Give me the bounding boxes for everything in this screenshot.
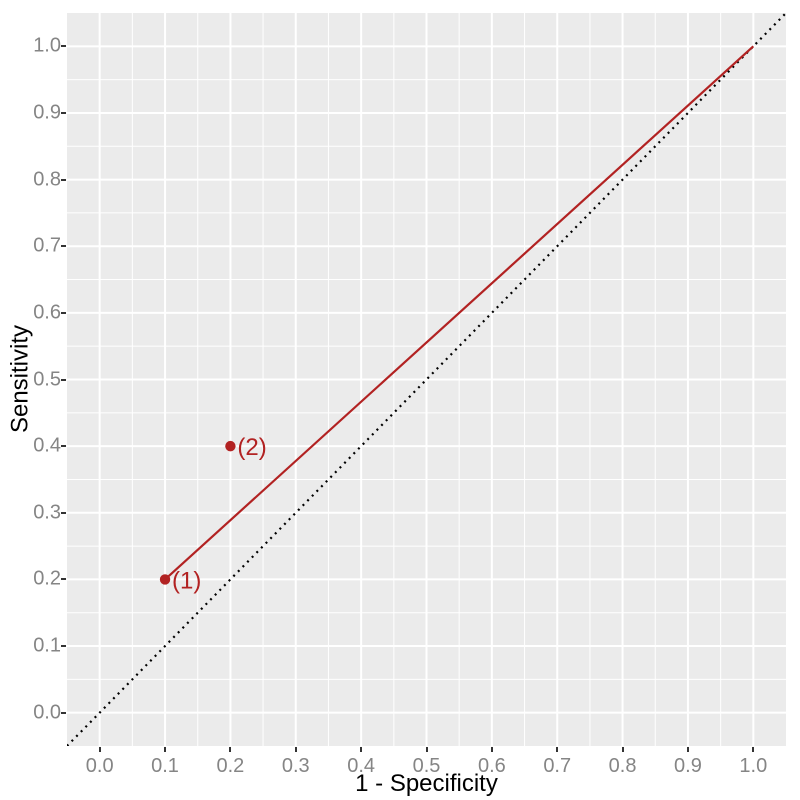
x-tick-label: 0.2 — [216, 755, 245, 777]
x-tick-mark — [98, 747, 101, 752]
data-point — [159, 574, 171, 585]
x-tick-mark — [556, 747, 559, 752]
x-tick-mark — [621, 747, 624, 752]
data-point-label: (1) — [172, 567, 201, 594]
x-tick-mark — [229, 747, 232, 752]
x-tick-mark — [490, 747, 493, 752]
x-axis-title: 1 - Specificity — [355, 770, 498, 797]
y-tick-mark — [61, 178, 66, 181]
x-tick-label: 0.5 — [412, 755, 441, 777]
y-tick-mark — [61, 111, 66, 114]
y-tick-label: 0.2 — [33, 567, 61, 590]
x-tick-label: 0.0 — [85, 755, 114, 777]
x-tick-mark — [752, 747, 755, 752]
y-tick-mark — [61, 378, 66, 381]
y-tick-mark — [61, 578, 66, 581]
y-tick-label: 0.4 — [33, 434, 61, 457]
x-tick-mark — [294, 747, 297, 752]
x-tick-label: 1.0 — [739, 755, 768, 777]
y-tick-mark — [61, 445, 66, 448]
roc-line — [164, 45, 755, 581]
x-tick-mark — [425, 747, 428, 752]
x-tick-mark — [686, 747, 689, 752]
y-tick-label: 0.9 — [33, 101, 61, 124]
y-tick-label: 0.6 — [33, 301, 61, 324]
x-tick-label: 0.7 — [543, 755, 572, 777]
data-point-label: (2) — [237, 434, 266, 461]
y-tick-mark — [61, 45, 66, 48]
y-tick-mark — [61, 645, 66, 648]
y-tick-mark — [61, 511, 66, 514]
y-tick-label: 0.3 — [33, 501, 61, 524]
x-tick-label: 0.9 — [674, 755, 702, 777]
y-tick-label: 1.0 — [33, 34, 61, 57]
y-tick-label: 0.1 — [33, 634, 61, 657]
y-tick-mark — [61, 711, 66, 714]
plot-area: (1) (2) — [67, 13, 786, 746]
x-tick-label: 0.1 — [151, 755, 179, 777]
x-tick-mark — [360, 747, 363, 752]
x-tick-label: 0.4 — [347, 755, 376, 777]
y-tick-label: 0.7 — [33, 234, 61, 257]
y-tick-label: 0.8 — [33, 168, 61, 191]
data-point — [225, 440, 236, 452]
y-tick-mark — [61, 311, 66, 314]
x-tick-label: 0.6 — [477, 755, 506, 777]
x-tick-label: 0.3 — [281, 755, 310, 777]
y-tick-label: 0.5 — [33, 368, 61, 390]
y-axis-title: Sensitivity — [6, 324, 34, 434]
y-tick-mark — [61, 245, 66, 248]
x-tick-label: 0.8 — [608, 755, 637, 777]
x-tick-mark — [164, 747, 167, 752]
plot-panel: (1) (2) — [67, 13, 786, 746]
y-tick-label: 0.0 — [33, 701, 61, 724]
